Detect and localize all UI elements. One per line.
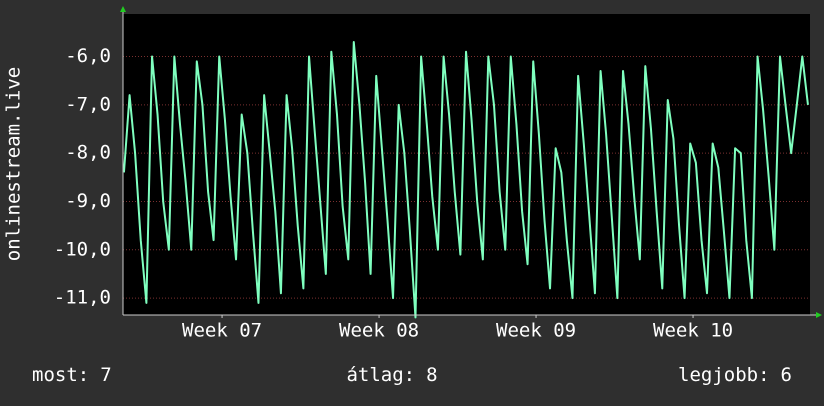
stat: legjobb: 6 [678,364,792,386]
stat-value: 8 [426,364,437,386]
y-tick-label: -10,0 [54,238,111,260]
y-axis-title: onlinestream.live [3,67,25,261]
x-axis-arrow [816,312,822,318]
y-tick-label: -8,0 [65,142,111,164]
plot [122,41,809,319]
stat-value: 7 [100,364,111,386]
x-tick-label: Week 10 [653,320,733,342]
stat-label: legjobb: [678,364,770,386]
stat-label: most: [32,364,89,386]
y-tick-label: -7,0 [65,93,111,115]
stat-label: átlag: [346,364,415,386]
x-tick-label: Week 07 [182,320,262,342]
data-line [122,41,809,319]
y-tick-label: -11,0 [54,287,111,309]
y-tick-label: -9,0 [65,190,111,212]
stat: átlag: 8 [346,364,437,386]
y-axis-arrow [120,6,126,12]
x-tick-label: Week 09 [496,320,576,342]
y-tick-label: -6,0 [65,45,111,67]
stat-value: 6 [781,364,792,386]
x-tick-label: Week 08 [339,320,419,342]
stat: most: 7 [32,364,112,386]
